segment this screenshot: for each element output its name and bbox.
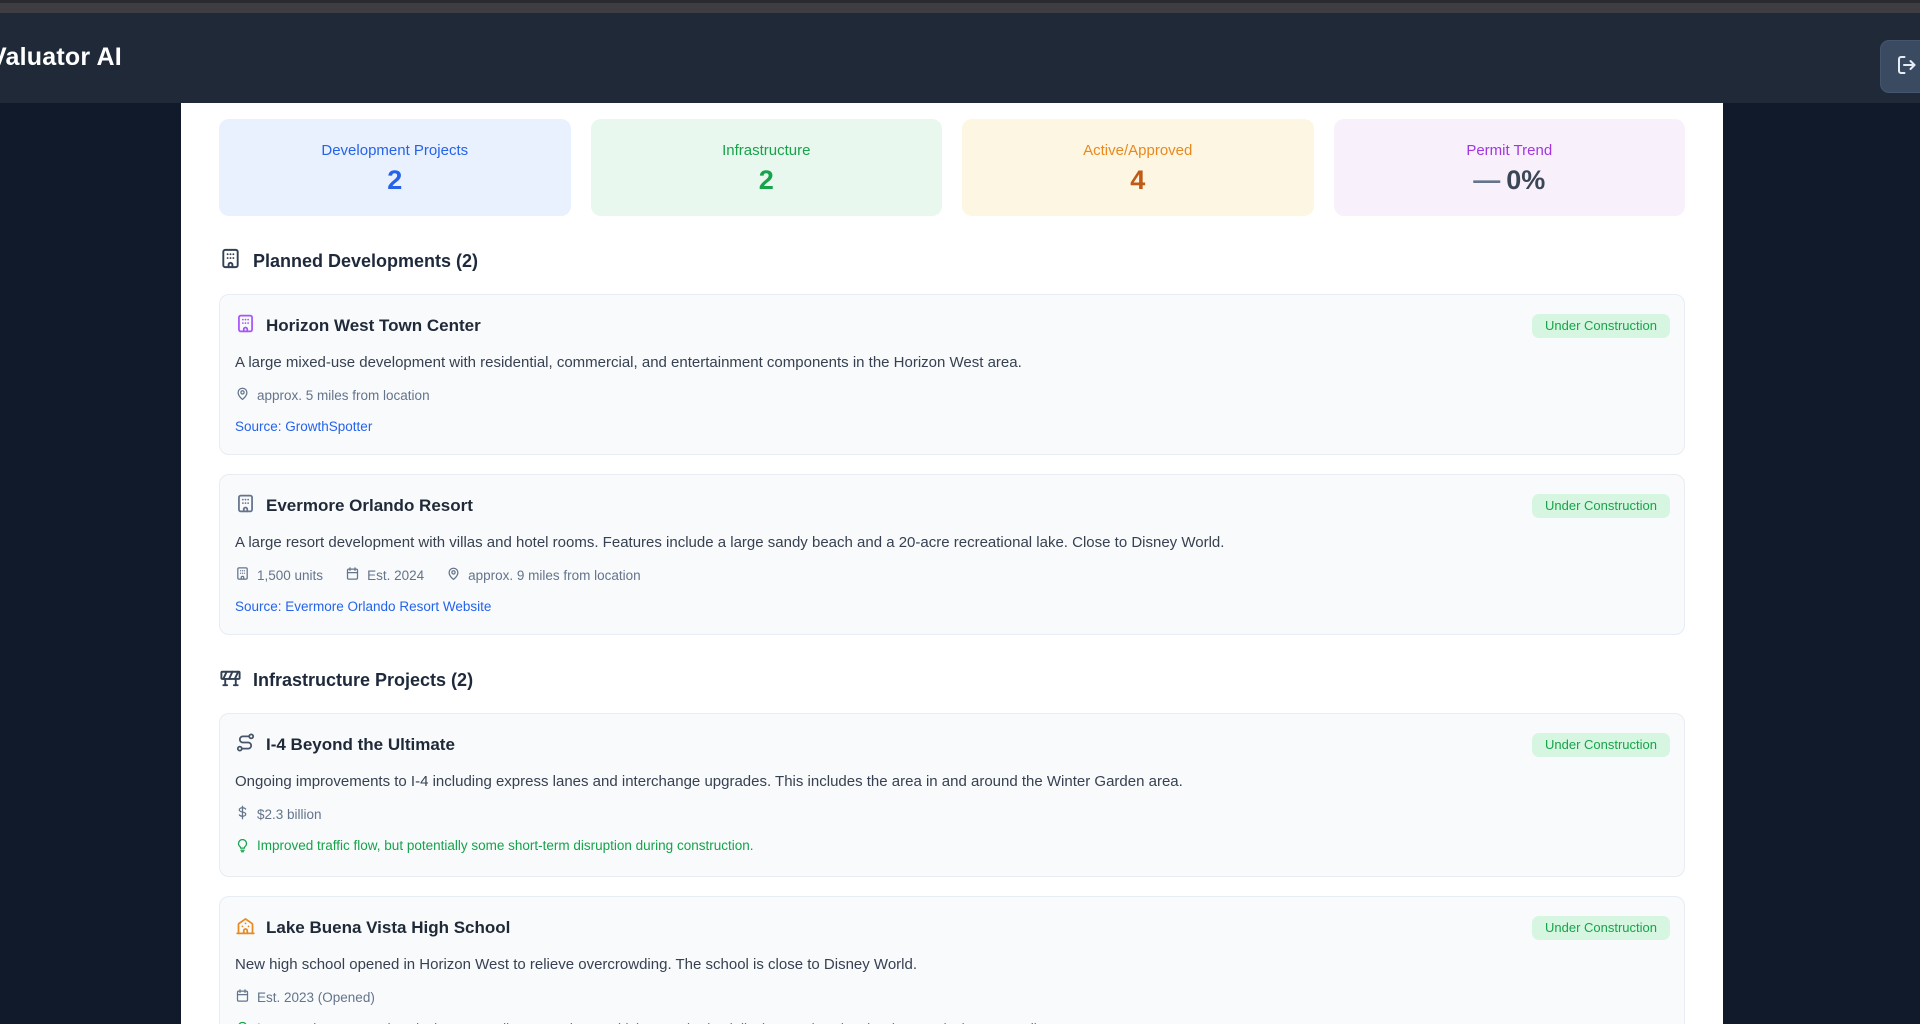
app-title: Valuator AI (0, 43, 122, 71)
meta-text: Est. 2023 (Opened) (257, 990, 375, 1005)
status-badge: Under Construction (1532, 494, 1670, 518)
status-badge: Under Construction (1532, 733, 1670, 757)
section-heading-label: Infrastructure Projects (2) (253, 669, 474, 690)
dashboard-panel: Development Projects 2 Infrastructure 2 … (181, 103, 1723, 1024)
project-title: Lake Buena Vista High School (266, 918, 511, 937)
calendar-icon (235, 988, 250, 1008)
building-icon (219, 247, 242, 275)
building-icon (235, 493, 256, 519)
meta-text: approx. 5 miles from location (257, 388, 430, 403)
project-card-header: Evermore Orlando Resort Under Constructi… (235, 493, 1670, 519)
map-pin-icon (235, 386, 250, 406)
trend-dash: — (1473, 164, 1501, 195)
meta-estimate: Est. 2024 (345, 566, 424, 586)
stat-card-active-approved: Active/Approved 4 (962, 119, 1314, 216)
project-title: Evermore Orlando Resort (266, 496, 473, 515)
section-heading-label: Planned Developments (2) (253, 250, 479, 271)
building-icon (235, 566, 250, 586)
project-meta-row: Est. 2023 (Opened) (235, 988, 1670, 1008)
stat-card-infrastructure: Infrastructure 2 (590, 119, 942, 216)
meta-text: $2.3 billion (257, 807, 322, 822)
stat-card-permit-trend: Permit Trend —0% (1333, 119, 1685, 216)
school-icon (235, 915, 256, 941)
source-link[interactable]: Source: Evermore Orlando Resort Website (235, 599, 492, 614)
project-card-header: Horizon West Town Center Under Construct… (235, 313, 1670, 339)
lightbulb-icon (235, 837, 250, 858)
construction-barrier-icon (219, 666, 242, 694)
section-heading-infrastructure-projects: Infrastructure Projects (2) (219, 666, 1685, 694)
meta-distance: approx. 9 miles from location (446, 566, 641, 586)
project-card-horizon-west: Horizon West Town Center Under Construct… (219, 294, 1685, 455)
map-pin-icon (446, 566, 461, 586)
impact-note: Improved traffic flow, but potentially s… (235, 837, 1670, 858)
stats-row: Development Projects 2 Infrastructure 2 … (219, 119, 1685, 216)
logout-button[interactable] (1880, 40, 1920, 93)
meta-text: 1,500 units (257, 568, 324, 583)
dollar-icon (235, 805, 250, 825)
project-card-header: I-4 Beyond the Ultimate Under Constructi… (235, 732, 1670, 758)
stat-label: Infrastructure (722, 141, 811, 159)
stat-card-development-projects: Development Projects 2 (219, 119, 571, 216)
stat-label: Development Projects (321, 141, 469, 159)
status-badge: Under Construction (1532, 314, 1670, 338)
project-description: New high school opened in Horizon West t… (235, 956, 918, 973)
project-card-i4-beyond: I-4 Beyond the Ultimate Under Constructi… (219, 713, 1685, 877)
project-card-evermore: Evermore Orlando Resort Under Constructi… (219, 474, 1685, 635)
lightbulb-icon (235, 1020, 250, 1024)
project-card-lake-buena-vista: Lake Buena Vista High School Under Const… (219, 896, 1685, 1024)
stat-value: —0% (1473, 164, 1546, 195)
route-icon (235, 732, 256, 758)
building-icon (235, 313, 256, 339)
project-title: Horizon West Town Center (266, 316, 481, 335)
meta-distance: approx. 5 miles from location (235, 386, 430, 406)
logout-icon (1895, 53, 1919, 80)
stat-value: 4 (1130, 164, 1146, 195)
source-link[interactable]: Source: GrowthSpotter (235, 419, 373, 434)
meta-estimate: Est. 2023 (Opened) (235, 988, 375, 1008)
stat-value: 2 (387, 164, 403, 195)
impact-text: Increased property values in the surroun… (257, 1020, 1086, 1024)
impact-text: Improved traffic flow, but potentially s… (257, 838, 754, 853)
status-badge: Under Construction (1532, 916, 1670, 940)
app-header: Valuator AI (0, 13, 1920, 103)
meta-units: 1,500 units (235, 566, 323, 586)
trend-percent: 0% (1506, 164, 1546, 195)
meta-text: approx. 9 miles from location (468, 568, 641, 583)
stat-label: Active/Approved (1083, 141, 1193, 159)
stat-label: Permit Trend (1466, 141, 1553, 159)
project-meta-row: $2.3 billion (235, 805, 1670, 825)
project-title: I-4 Beyond the Ultimate (266, 735, 455, 754)
project-meta-row: approx. 5 miles from location (235, 386, 1670, 406)
section-heading-planned-developments: Planned Developments (2) (219, 247, 1685, 275)
project-description: Ongoing improvements to I-4 including ex… (235, 773, 1183, 790)
calendar-icon (345, 566, 360, 586)
project-description: A large resort development with villas a… (235, 534, 1225, 551)
stat-value: 2 (758, 164, 774, 195)
meta-budget: $2.3 billion (235, 805, 322, 825)
project-description: A large mixed-use development with resid… (235, 354, 1022, 371)
window-top-strip (0, 0, 1920, 13)
project-card-header: Lake Buena Vista High School Under Const… (235, 915, 1670, 941)
meta-text: Est. 2024 (367, 568, 425, 583)
project-meta-row: 1,500 units Est. 2024 approx. 9 miles fr… (235, 566, 1670, 586)
impact-note: Increased property values in the surroun… (235, 1020, 1670, 1024)
